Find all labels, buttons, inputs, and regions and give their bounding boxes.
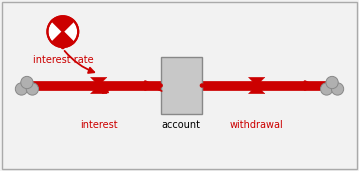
Polygon shape xyxy=(52,32,74,47)
Polygon shape xyxy=(90,86,107,94)
Ellipse shape xyxy=(321,83,333,95)
Polygon shape xyxy=(248,77,265,86)
Ellipse shape xyxy=(61,45,64,49)
Ellipse shape xyxy=(331,83,344,95)
Ellipse shape xyxy=(15,83,28,95)
Ellipse shape xyxy=(21,76,33,89)
Ellipse shape xyxy=(26,83,38,95)
Text: interest: interest xyxy=(80,120,117,130)
Polygon shape xyxy=(248,86,265,94)
Ellipse shape xyxy=(200,84,204,87)
Text: account: account xyxy=(162,120,201,130)
FancyBboxPatch shape xyxy=(161,57,202,114)
Polygon shape xyxy=(90,77,107,86)
Polygon shape xyxy=(52,16,74,32)
Text: interest rate: interest rate xyxy=(33,55,93,65)
Ellipse shape xyxy=(326,76,338,89)
Text: withdrawal: withdrawal xyxy=(230,120,284,130)
Ellipse shape xyxy=(47,16,78,47)
Ellipse shape xyxy=(159,84,162,87)
